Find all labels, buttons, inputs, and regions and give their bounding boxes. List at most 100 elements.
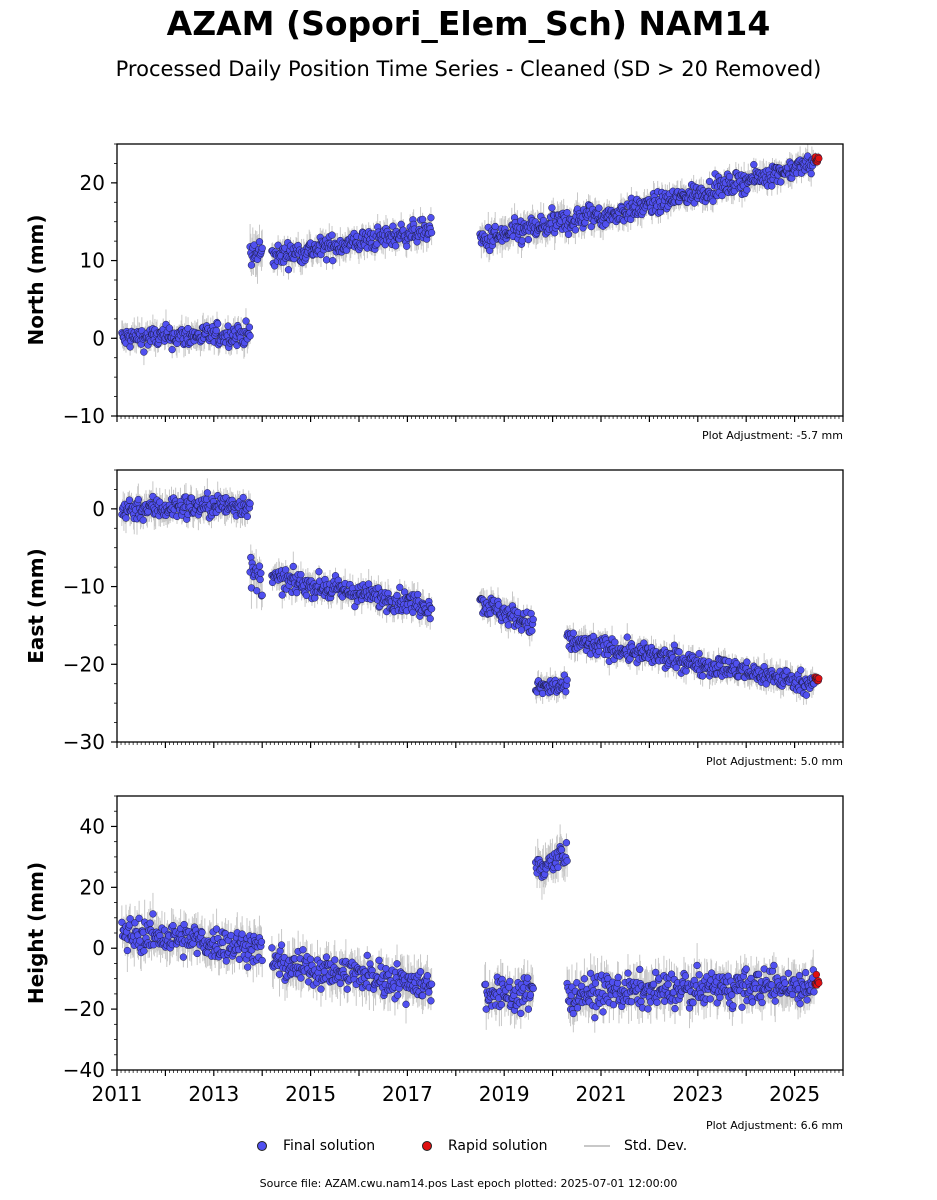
east-final-point	[282, 566, 290, 574]
north-final-point	[427, 214, 435, 222]
north-final-point	[126, 343, 134, 351]
north-final-point	[725, 172, 734, 181]
east-final-point	[569, 629, 577, 637]
east-final-point	[672, 663, 681, 672]
north-final-point	[389, 222, 397, 230]
east-final-point	[258, 591, 266, 599]
east-final-point	[253, 587, 261, 595]
east-final-point	[611, 638, 619, 646]
north-final-point	[284, 266, 293, 274]
east-rapid-point	[815, 674, 823, 683]
east-final-point	[297, 571, 305, 579]
east-final-point	[255, 562, 264, 570]
east-final-point	[414, 590, 422, 599]
east-y-axis-label: East (mm)	[24, 548, 48, 664]
north-final-point	[750, 160, 758, 169]
north-final-point	[718, 191, 726, 200]
east-final-point	[134, 495, 143, 504]
north-ytick-label: 20	[80, 171, 105, 195]
east-ytick-label: −10	[63, 575, 105, 599]
north-final-point	[564, 230, 573, 239]
east-final-point	[289, 562, 297, 571]
east-data-area	[118, 478, 823, 705]
east-final-point	[203, 489, 211, 497]
east-final-point	[426, 615, 434, 623]
page-title: AZAM (Sopori_Elem_Sch) NAM14	[166, 4, 771, 43]
north-final-point	[329, 257, 337, 265]
north-final-point	[418, 215, 427, 224]
east-final-point	[122, 514, 130, 522]
north-final-point	[245, 323, 254, 331]
north-final-point	[250, 241, 258, 249]
page-subtitle: Processed Daily Position Time Series - C…	[115, 57, 822, 81]
north-final-point	[548, 204, 556, 212]
east-final-point	[682, 667, 690, 675]
east-final-point	[528, 627, 536, 635]
north-final-point	[403, 242, 411, 250]
north-final-point	[247, 261, 256, 269]
north-final-point	[328, 231, 336, 239]
east-final-point	[623, 633, 631, 641]
north-final-point	[571, 226, 580, 234]
north-final-point	[709, 197, 717, 205]
north-final-point	[768, 182, 776, 190]
east-final-point	[302, 591, 311, 600]
north-final-point	[777, 178, 785, 186]
north-final-point	[595, 204, 603, 212]
east-final-point	[743, 658, 751, 666]
north-ytick-label: −10	[63, 404, 105, 428]
east-final-point	[695, 650, 703, 658]
east-final-point	[239, 493, 247, 502]
east-final-point	[393, 591, 401, 600]
east-ytick-label: −30	[63, 730, 105, 754]
north-final-point	[224, 322, 232, 330]
north-final-point	[258, 244, 266, 252]
east-final-point	[802, 691, 811, 699]
north-y-axis-label: North (mm)	[24, 214, 48, 345]
east-ytick-label: 0	[92, 497, 105, 521]
north-final-point	[627, 215, 635, 224]
north-final-point	[524, 235, 533, 244]
north-data-area	[118, 144, 823, 366]
north-final-point	[246, 332, 254, 340]
north-final-point	[427, 229, 436, 237]
north-final-point	[322, 256, 331, 264]
north-final-point	[807, 170, 815, 178]
north-final-point	[491, 222, 499, 231]
north-final-point	[242, 317, 250, 325]
east-final-point	[797, 666, 805, 674]
east-final-point	[278, 591, 286, 599]
east-final-point	[257, 569, 265, 577]
east-final-point	[698, 672, 707, 680]
north-final-point	[518, 237, 526, 245]
north-ytick-label: 0	[92, 326, 105, 350]
north-final-point	[168, 345, 176, 354]
east-final-point	[125, 496, 134, 504]
east-final-point	[427, 605, 436, 613]
east-final-point	[243, 512, 251, 521]
north-final-point	[165, 324, 174, 332]
east-final-point	[139, 516, 147, 524]
north-final-point	[140, 348, 148, 356]
north-rapid-point	[815, 154, 823, 163]
east-ytick-label: −20	[63, 652, 105, 676]
east-final-point	[675, 648, 683, 656]
east-final-point	[315, 568, 323, 576]
height-data-area	[118, 824, 823, 1033]
north-final-point	[255, 238, 264, 246]
north-final-point	[214, 320, 222, 328]
east-final-point	[539, 689, 547, 698]
east-final-point	[293, 589, 301, 597]
east-final-point	[396, 583, 404, 592]
north-ytick-label: 10	[80, 249, 105, 273]
east-final-point	[246, 499, 254, 508]
east-final-point	[562, 688, 570, 696]
north-final-point	[212, 326, 220, 335]
east-final-point	[256, 575, 264, 584]
north-final-point	[563, 208, 571, 217]
east-final-point	[529, 615, 537, 624]
east-final-point	[563, 676, 571, 684]
east-final-point	[504, 621, 512, 629]
north-final-point	[391, 242, 400, 250]
